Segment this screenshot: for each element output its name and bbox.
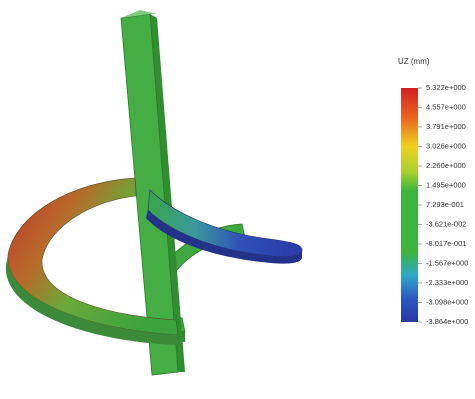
legend-label: -8.017e-001	[426, 239, 466, 248]
legend: UZ (mm) 5.322e+000 4.557e+000 3.791e+000 3.…	[398, 57, 468, 326]
legend-label: 5.322e+000	[426, 83, 466, 92]
legend-label: -3.098e+000	[426, 297, 468, 306]
legend-label: 4.557e+000	[426, 102, 466, 111]
legend-label: -2.333e+000	[426, 278, 468, 287]
legend-labels: 5.322e+000 4.557e+000 3.791e+000 3.026e+000…	[418, 83, 468, 326]
legend-label: -3.864e+000	[426, 317, 468, 326]
model	[6, 10, 302, 375]
legend-label: -1.567e+000	[426, 258, 468, 267]
legend-label: 3.791e+000	[426, 122, 466, 131]
fea-result-view: UZ (mm) 5.322e+000 4.557e+000 3.791e+000 3.…	[0, 0, 475, 399]
legend-label: 2.260e+000	[426, 161, 466, 170]
legend-label: 3.026e+000	[426, 141, 466, 150]
legend-title: UZ (mm)	[398, 57, 430, 66]
legend-label: 1.495e+000	[426, 180, 466, 189]
legend-label: 7.293e-001	[426, 200, 464, 209]
legend-label: -3.621e-002	[426, 219, 466, 228]
color-bar	[401, 88, 418, 322]
